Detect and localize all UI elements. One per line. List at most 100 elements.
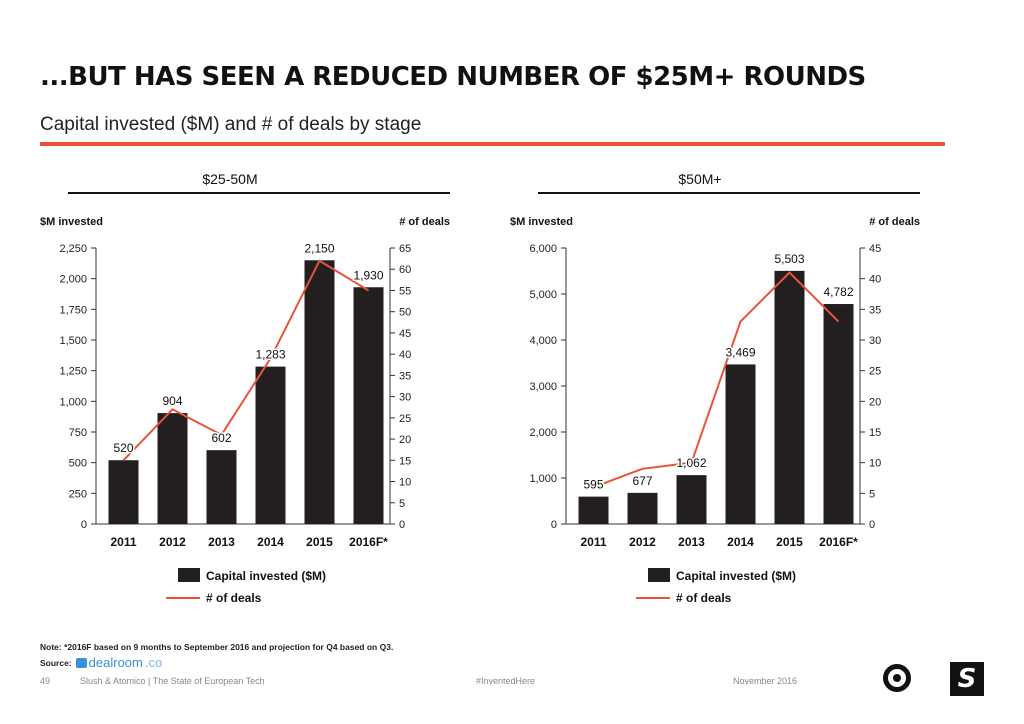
- legend-line-label: # of deals: [206, 591, 262, 605]
- y2-tick-label: 10: [869, 458, 881, 470]
- footer-date: November 2016: [733, 676, 798, 686]
- y2-tick-label: 40: [399, 349, 411, 361]
- bar-2011: [578, 496, 609, 524]
- bar-2012: [627, 492, 658, 524]
- y2-tick-label: 35: [869, 304, 881, 316]
- x-tick-label: 2012: [629, 535, 656, 549]
- y2-tick-label: 65: [399, 243, 411, 255]
- atomico-icon: [883, 664, 911, 692]
- bar-2015: [774, 270, 805, 524]
- y-tick-label: 2,000: [529, 427, 557, 439]
- bar-value-label: 595: [583, 478, 603, 492]
- page-number: 49: [40, 676, 51, 686]
- source-tld: .co: [144, 655, 163, 670]
- y-tick-label: 3,000: [529, 381, 557, 393]
- y2-tick-label: 30: [399, 392, 411, 404]
- slush-icon: S: [950, 662, 984, 696]
- x-tick-label: 2016F*: [819, 535, 858, 549]
- y-tick-label: 1,500: [59, 335, 87, 347]
- bar-value-label: 602: [211, 431, 231, 445]
- y2-tick-label: 30: [869, 335, 881, 347]
- bar-value-label: 5,503: [774, 252, 804, 266]
- y2-tick-label: 20: [399, 434, 411, 446]
- y2-axis-label: # of deals: [869, 216, 920, 228]
- y-tick-label: 5,000: [529, 289, 557, 301]
- chart-title-rule: [68, 192, 450, 194]
- source-line: Source: dealroom .co: [40, 655, 162, 670]
- chart-25-50m: $25-50M$M invested # of deals02505007501,…: [40, 171, 450, 605]
- bar-2012: [157, 413, 188, 524]
- y-axis-label: $M invested: [510, 216, 573, 228]
- dealroom-logo: dealroom .co: [75, 655, 163, 670]
- x-tick-label: 2015: [776, 535, 803, 549]
- hashtag: #InventedHere: [476, 676, 536, 686]
- y2-tick-label: 60: [399, 264, 411, 276]
- x-tick-label: 2012: [159, 535, 186, 549]
- x-tick-label: 2014: [257, 535, 284, 549]
- bar-2016F*: [823, 304, 854, 524]
- x-tick-label: 2013: [208, 535, 235, 549]
- y-tick-label: 500: [69, 458, 87, 470]
- y-axis-label: $M invested: [40, 216, 103, 228]
- y-tick-label: 1,750: [59, 304, 87, 316]
- y2-tick-label: 15: [869, 427, 881, 439]
- legend-bar-swatch: [178, 568, 200, 582]
- y2-tick-label: 55: [399, 285, 411, 297]
- bar-2011: [108, 460, 139, 524]
- legend-line-label: # of deals: [676, 591, 732, 605]
- bar-2016F*: [353, 287, 384, 524]
- y-tick-label: 0: [551, 519, 557, 531]
- y-tick-label: 750: [69, 427, 87, 439]
- y2-tick-label: 25: [399, 413, 411, 425]
- y2-tick-label: 5: [869, 488, 875, 500]
- dealroom-icon: [75, 657, 87, 668]
- y-tick-label: 250: [69, 488, 87, 500]
- y-tick-label: 1,000: [59, 396, 87, 408]
- y2-tick-label: 5: [399, 498, 405, 510]
- bar-2015: [304, 260, 335, 524]
- y2-tick-label: 0: [869, 519, 875, 531]
- x-tick-label: 2016F*: [349, 535, 388, 549]
- x-tick-label: 2013: [678, 535, 705, 549]
- bar-value-label: 677: [632, 474, 652, 488]
- source-name: dealroom: [88, 655, 143, 670]
- page-subtitle: Capital invested ($M) and # of deals by …: [40, 114, 422, 135]
- y2-tick-label: 20: [869, 396, 881, 408]
- y-tick-label: 2,250: [59, 243, 87, 255]
- footnote: Note: *2016F based on 9 months to Septem…: [40, 642, 394, 652]
- legend-bar-label: Capital invested ($M): [676, 569, 796, 583]
- x-tick-label: 2011: [580, 535, 606, 549]
- bar-value-label: 904: [162, 394, 182, 408]
- y2-axis-label: # of deals: [399, 216, 450, 228]
- bar-2013: [676, 475, 707, 524]
- bar-value-label: 4,782: [823, 285, 853, 299]
- bar-2013: [206, 450, 237, 524]
- chart-title: $50M+: [678, 171, 721, 187]
- bar-value-label: 2,150: [304, 241, 334, 255]
- y2-tick-label: 40: [869, 274, 881, 286]
- bar-value-label: 520: [113, 441, 133, 455]
- subtitle-divider: [40, 142, 945, 146]
- y-tick-label: 1,000: [529, 473, 557, 485]
- x-tick-label: 2015: [306, 535, 333, 549]
- y-tick-label: 4,000: [529, 335, 557, 347]
- x-tick-label: 2011: [110, 535, 136, 549]
- y2-tick-label: 45: [869, 243, 881, 255]
- y2-tick-label: 45: [399, 328, 411, 340]
- bar-2014: [725, 364, 756, 524]
- y-tick-label: 0: [81, 519, 87, 531]
- bar-value-label: 1,930: [353, 268, 383, 282]
- bar-value-label: 1,283: [255, 348, 285, 362]
- y2-tick-label: 0: [399, 519, 405, 531]
- source-label: Source:: [40, 657, 72, 668]
- y-tick-label: 6,000: [529, 243, 557, 255]
- y2-tick-label: 25: [869, 366, 881, 378]
- bar-value-label: 1,062: [676, 456, 706, 470]
- y2-tick-label: 35: [399, 370, 411, 382]
- legend-bar-swatch: [648, 568, 670, 582]
- deals-line: [593, 271, 840, 489]
- y-tick-label: 2,000: [59, 274, 87, 286]
- chart-title-rule: [538, 192, 920, 194]
- chart-50m-plus: $50M+ $M invested # of deals 0 1,000 2,000 3,0…: [510, 171, 920, 605]
- chart-title: $25-50M: [202, 171, 257, 187]
